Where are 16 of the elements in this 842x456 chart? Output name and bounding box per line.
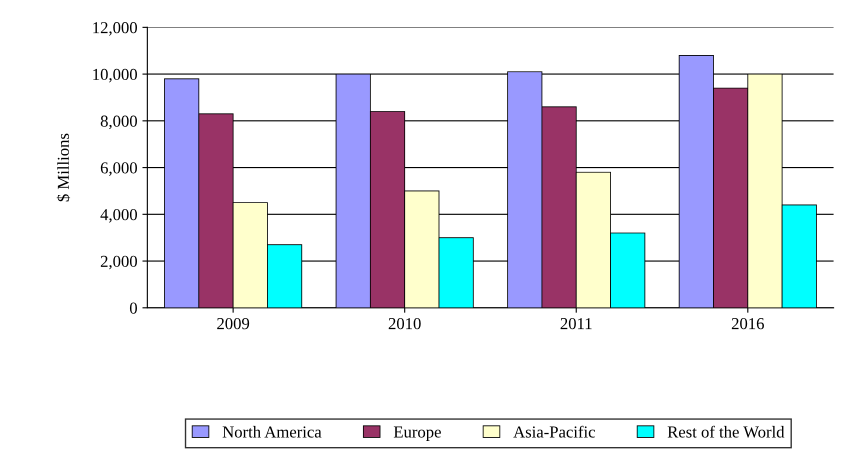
legend-label: Asia-Pacific xyxy=(513,426,596,438)
x-tick-label: 2009 xyxy=(217,318,250,330)
y-tick-label: 8,000 xyxy=(100,116,137,130)
y-tick-label: 6,000 xyxy=(100,162,137,176)
x-tick-label: 2011 xyxy=(560,318,592,330)
legend-label: Europe xyxy=(394,426,441,441)
y-tick-label: 10,000 xyxy=(93,68,137,82)
y-tick-label: 0 xyxy=(130,302,137,314)
y-axis-title: $ Millions xyxy=(56,134,70,202)
x-tick-label: 2010 xyxy=(388,318,421,330)
y-tick-label: 2,000 xyxy=(100,256,137,270)
legend-label: North America xyxy=(222,426,322,438)
x-tick-label: 2016 xyxy=(732,318,764,330)
y-tick-label: 12,000 xyxy=(93,22,137,36)
y-tick-label: 4,000 xyxy=(100,209,137,223)
legend-label: Rest of the World xyxy=(668,426,784,438)
